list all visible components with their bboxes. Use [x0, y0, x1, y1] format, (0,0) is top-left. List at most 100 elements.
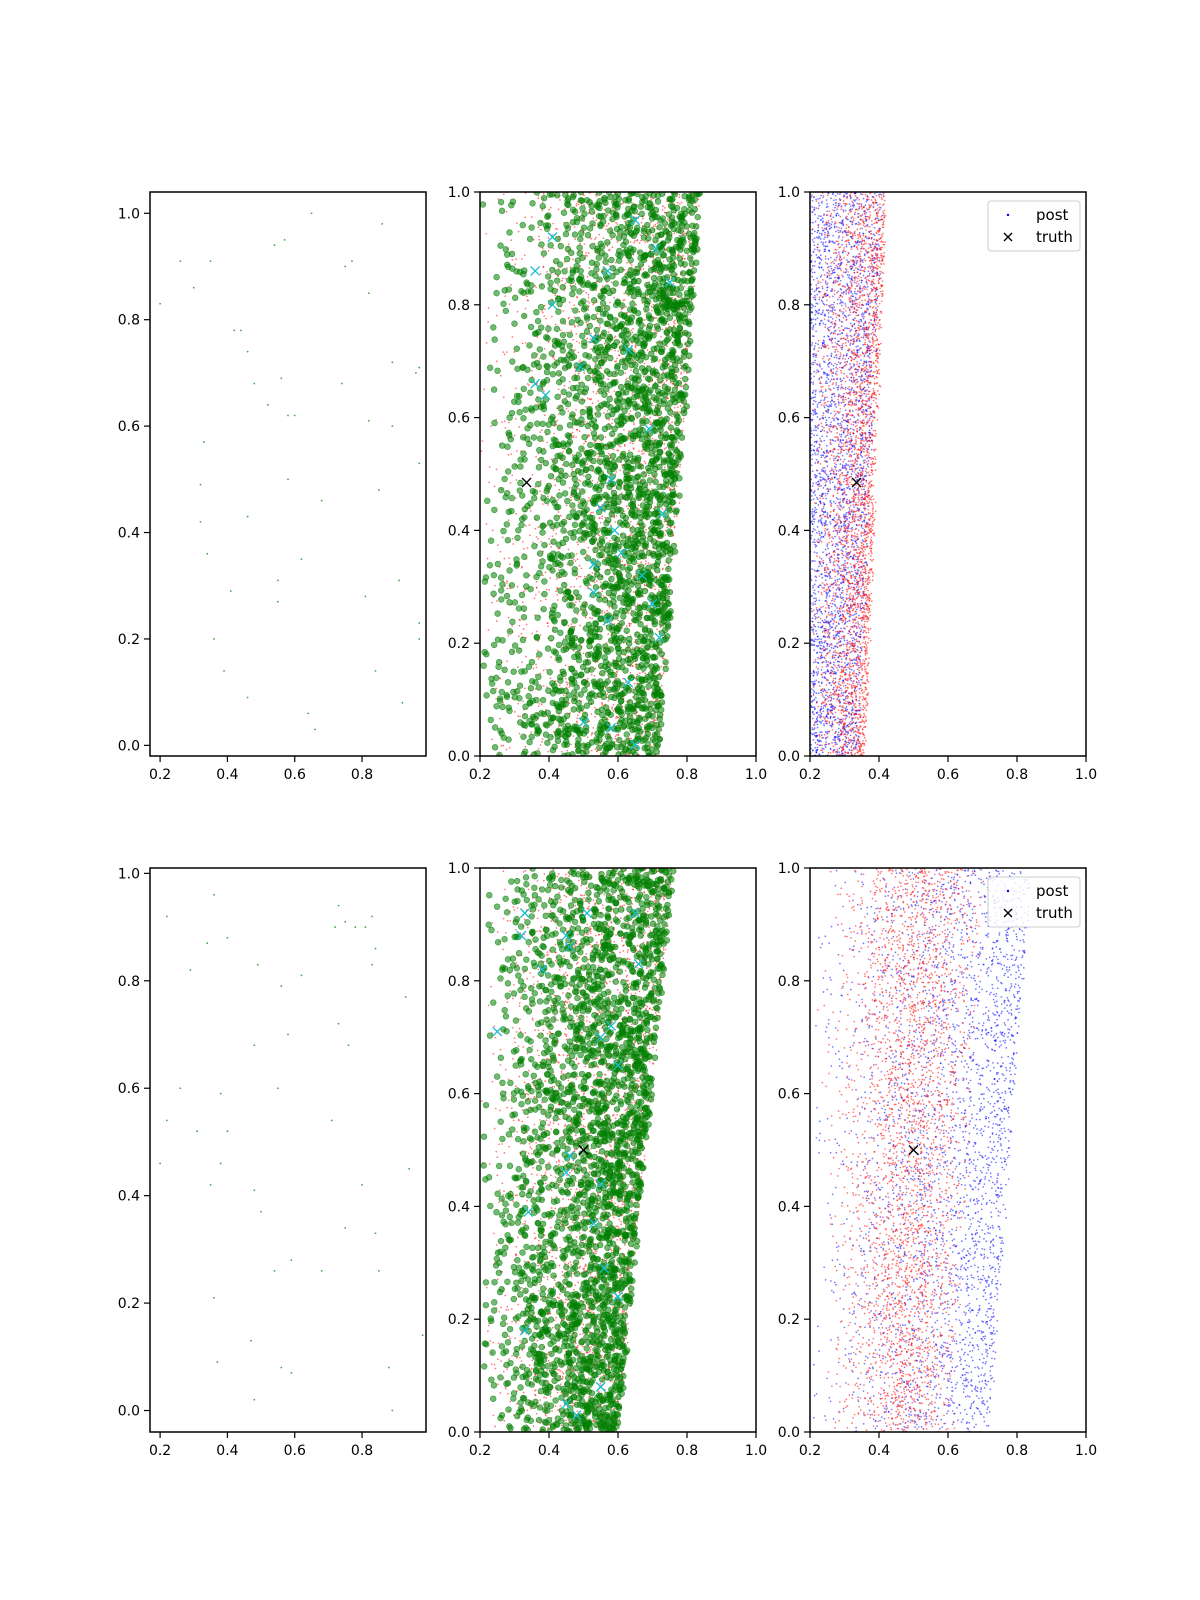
- scatter-point: [615, 221, 617, 224]
- scatter-point: [628, 412, 631, 415]
- scatter-point: [589, 584, 592, 587]
- scatter-point: [665, 211, 673, 218]
- scatter-point: [487, 629, 490, 631]
- scatter-point: [641, 481, 649, 489]
- scatter-point: [542, 440, 545, 442]
- scatter-point: [514, 417, 517, 420]
- scatter-point: [636, 673, 639, 676]
- scatter-point: [541, 201, 544, 204]
- scatter-point: [551, 457, 559, 465]
- scatter-point: [486, 562, 494, 569]
- scatter-point: [540, 540, 543, 543]
- scatter-point: [633, 241, 635, 244]
- scatter-point: [624, 563, 626, 566]
- scatter-point: [627, 507, 630, 510]
- scatter-point: [637, 621, 644, 628]
- scatter-point: [307, 712, 310, 715]
- scatter-point: [562, 230, 570, 238]
- scatter-point: [653, 721, 660, 729]
- scatter-point: [623, 292, 626, 295]
- scatter-point: [508, 563, 511, 566]
- scatter-point: [593, 571, 601, 578]
- scatter-point: [675, 220, 683, 228]
- scatter-point: [494, 560, 501, 568]
- scatter-point: [571, 454, 574, 456]
- scatter-point: [503, 521, 510, 528]
- scatter-point: [673, 204, 681, 212]
- scatter-point: [495, 658, 503, 666]
- scatter-point: [612, 280, 619, 287]
- scatter-point: [637, 508, 640, 511]
- scatter-point: [687, 228, 690, 231]
- scatter-point: [634, 411, 642, 418]
- scatter-point: [538, 456, 545, 464]
- scatter-point: [577, 235, 584, 243]
- scatter-point: [680, 348, 688, 355]
- scatter-point: [678, 235, 681, 237]
- scatter-point: [652, 478, 659, 486]
- scatter-point: [545, 588, 548, 591]
- scatter-point: [589, 616, 591, 619]
- scatter-point: [596, 580, 598, 582]
- scatter-point: [273, 244, 276, 247]
- scatter-point: [609, 473, 616, 480]
- scatter-point: [674, 413, 681, 421]
- scatter-point: [631, 647, 634, 649]
- scatter-point: [611, 418, 614, 420]
- scatter-point: [680, 371, 683, 374]
- scatter-point: [676, 492, 683, 499]
- scatter-point: [643, 417, 650, 425]
- scatter-point: [367, 292, 370, 294]
- scatter-point: [592, 303, 594, 306]
- scatter-point: [683, 300, 691, 308]
- scatter-point: [494, 636, 502, 643]
- scatter-point: [503, 420, 506, 423]
- scatter-point: [643, 460, 646, 463]
- scatter-point: [557, 569, 560, 571]
- scatter-point: [555, 641, 563, 649]
- scatter-point: [574, 601, 577, 604]
- scatter-point: [588, 496, 590, 499]
- scatter-point: [483, 651, 490, 658]
- scatter-point: [535, 663, 537, 666]
- scatter-point: [593, 266, 600, 273]
- scatter-point: [644, 560, 647, 562]
- scatter-point: [159, 302, 161, 305]
- scatter-point: [649, 196, 652, 199]
- scatter-point: [561, 277, 564, 280]
- scatter-point: [623, 443, 626, 446]
- scatter-point: [681, 364, 688, 371]
- scatter-point: [579, 575, 582, 578]
- scatter-point: [542, 685, 545, 687]
- scatter-point: [522, 628, 525, 630]
- scatter-point: [567, 317, 570, 320]
- scatter-point: [660, 665, 663, 668]
- scatter-point: [578, 600, 581, 603]
- x-tick-label: 0.6: [284, 767, 306, 783]
- scatter-point: [651, 488, 653, 490]
- scatter-point: [490, 641, 498, 649]
- scatter-point: [538, 702, 541, 705]
- scatter-point: [531, 489, 539, 496]
- scatter-point: [574, 467, 582, 475]
- scatter-point: [560, 338, 568, 346]
- scatter-point: [653, 719, 655, 722]
- scatter-point: [663, 448, 666, 450]
- scatter-point: [528, 384, 530, 386]
- scatter-point: [577, 300, 585, 307]
- scatter-point: [551, 535, 554, 538]
- scatter-point: [561, 595, 569, 603]
- scatter-point: [300, 558, 303, 561]
- scatter-point: [574, 507, 576, 510]
- scatter-point: [556, 424, 564, 431]
- scatter-point: [645, 549, 653, 557]
- scatter-point: [687, 254, 689, 256]
- scatter-point: [622, 463, 629, 470]
- scatter-point: [607, 452, 610, 455]
- scatter-point: [548, 589, 551, 591]
- scatter-point: [620, 613, 627, 620]
- scatter-point: [600, 287, 607, 294]
- scatter-point: [398, 579, 400, 582]
- scatter-point: [501, 421, 503, 424]
- scatter-point: [611, 706, 613, 709]
